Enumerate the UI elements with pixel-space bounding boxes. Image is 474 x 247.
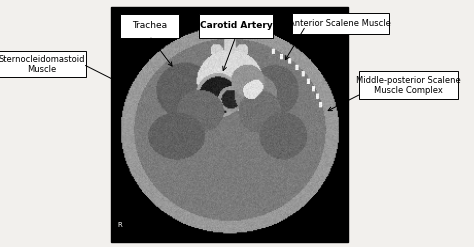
Text: Carotid Artery: Carotid Artery xyxy=(200,21,273,30)
Bar xyxy=(111,7,348,242)
Text: R: R xyxy=(117,222,122,228)
FancyBboxPatch shape xyxy=(199,14,273,38)
FancyBboxPatch shape xyxy=(292,13,389,34)
Text: Middle-posterior Scalene
Muscle Complex: Middle-posterior Scalene Muscle Complex xyxy=(356,76,461,95)
Text: Anterior Scalene Muscle: Anterior Scalene Muscle xyxy=(290,19,391,28)
FancyBboxPatch shape xyxy=(119,14,179,38)
FancyBboxPatch shape xyxy=(0,51,85,77)
Text: Sternocleidomastoid
Muscle: Sternocleidomastoid Muscle xyxy=(0,55,85,74)
Text: Trachea: Trachea xyxy=(132,21,167,30)
FancyBboxPatch shape xyxy=(359,71,458,99)
